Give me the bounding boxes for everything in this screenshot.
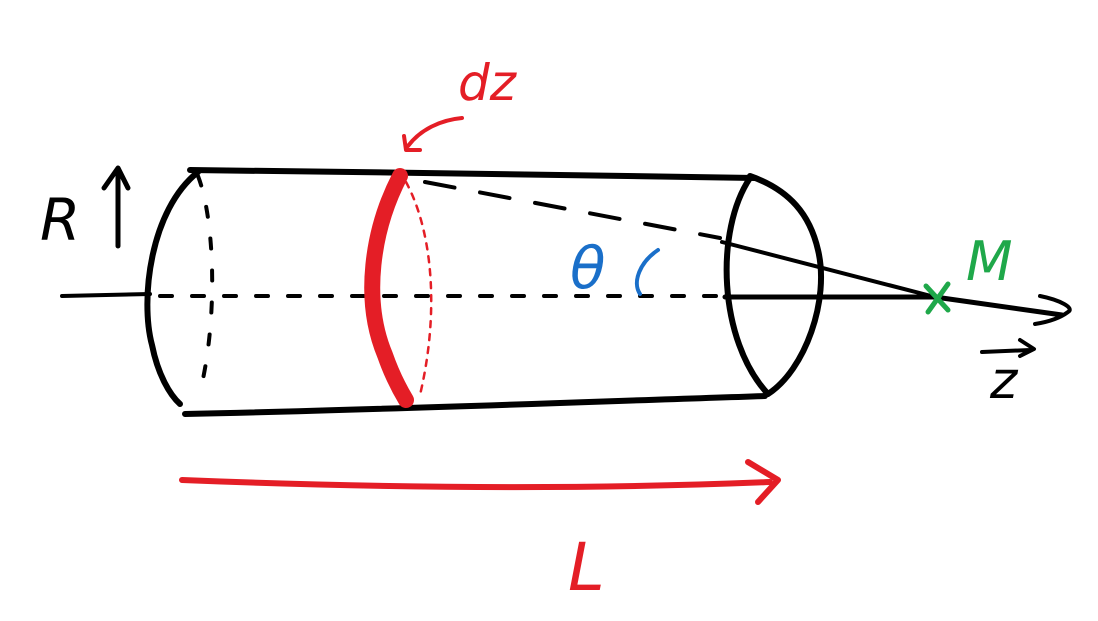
element-ring bbox=[364, 168, 433, 408]
cylinder-left-cap-hidden bbox=[196, 174, 215, 394]
vector-arrow-icon bbox=[980, 338, 1036, 358]
point-label: M bbox=[966, 230, 1013, 293]
cylinder-top-edge bbox=[187, 167, 758, 181]
cylinder-bottom-edge bbox=[182, 393, 768, 417]
cylinder-left-cap bbox=[144, 169, 201, 407]
angle-arc bbox=[634, 248, 660, 296]
axis-left-segment bbox=[60, 292, 152, 298]
arrow-up-icon bbox=[101, 165, 131, 249]
angle-label: θ bbox=[570, 234, 606, 302]
arrow-right-icon bbox=[179, 459, 781, 505]
cross-marker-icon bbox=[923, 281, 951, 315]
element-pointer-arrow bbox=[402, 116, 464, 152]
length-label: L bbox=[568, 529, 605, 606]
axis-right-segment bbox=[722, 294, 1065, 318]
radius-label: R bbox=[40, 186, 80, 254]
sight-line-solid bbox=[720, 240, 937, 299]
cylinder bbox=[144, 167, 824, 417]
axis-arrowhead bbox=[1033, 294, 1072, 326]
sight-lines bbox=[423, 180, 937, 299]
element-label: dz bbox=[458, 54, 518, 112]
axis-label: z bbox=[989, 351, 1019, 411]
element-ring-back bbox=[404, 180, 433, 397]
cylinder-right-cap bbox=[723, 173, 824, 397]
element-ring-front bbox=[364, 168, 414, 408]
sight-line-dashed bbox=[423, 180, 722, 240]
